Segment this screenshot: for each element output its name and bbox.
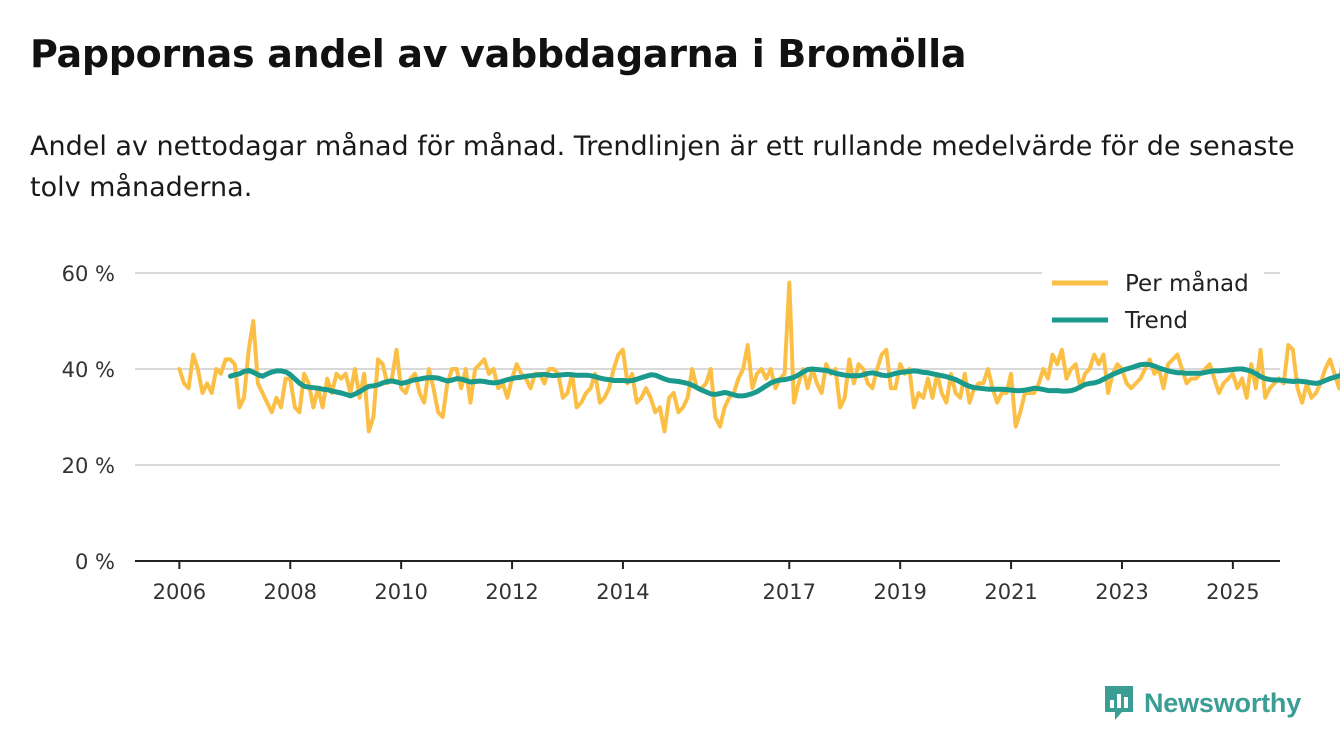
- newsworthy-brand: Newsworthy: [1102, 683, 1301, 723]
- x-tick-label: 2010: [374, 580, 427, 604]
- x-tick-label: 2008: [264, 580, 317, 604]
- x-axis-ticks: 2006 2008 2010 2012 2014 2017 2019 2021 2023 2025: [153, 561, 1260, 604]
- chart-title: Pappornas andel av vabbdagarna i Bromöll…: [30, 32, 967, 76]
- x-tick-label: 2017: [763, 580, 816, 604]
- newsworthy-logo-icon: [1105, 686, 1133, 720]
- legend-background: [1042, 262, 1264, 344]
- y-tick-label: 0 %: [75, 550, 115, 574]
- series-line-per-manad: [177, 280, 1340, 434]
- y-tick-label: 40 %: [62, 358, 115, 382]
- x-tick-label: 2014: [596, 580, 649, 604]
- legend-label: Per månad: [1125, 269, 1249, 297]
- series-line-trend: [227, 361, 1340, 399]
- x-tick-label: 2019: [873, 580, 926, 604]
- x-tick-label: 2025: [1206, 580, 1259, 604]
- y-axis-ticks: 0 % 20 % 40 % 60 %: [62, 262, 115, 574]
- legend: Per månad Trend: [1042, 262, 1264, 344]
- brand-name: Newsworthy: [1144, 687, 1302, 718]
- y-tick-label: 20 %: [62, 454, 115, 478]
- legend-label: Trend: [1124, 308, 1188, 334]
- y-tick-label: 60 %: [62, 262, 115, 286]
- x-tick-label: 2012: [485, 580, 538, 604]
- x-tick-label: 2006: [153, 580, 206, 604]
- series-lines: [177, 280, 1340, 434]
- x-tick-label: 2021: [984, 580, 1037, 604]
- x-tick-label: 2023: [1095, 580, 1148, 604]
- chart-subtitle: Andel av nettodagar månad för månad. Tre…: [30, 131, 1295, 203]
